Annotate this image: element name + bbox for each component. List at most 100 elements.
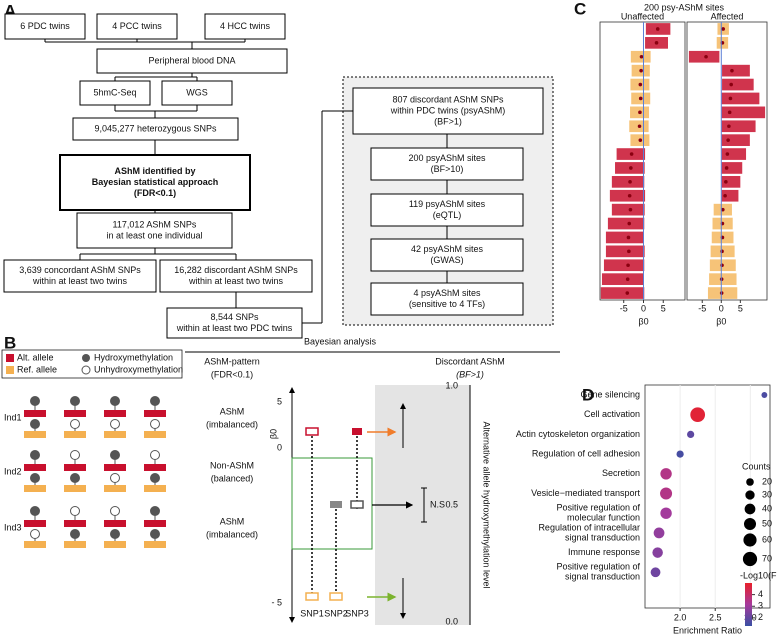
y-tick-label: Gene silencing <box>580 389 640 399</box>
ci-band <box>600 287 645 299</box>
ci-band <box>722 64 750 77</box>
hydroxy-mark <box>70 473 80 483</box>
ref-allele <box>104 485 126 492</box>
estimate-point <box>628 207 633 212</box>
hydroxy-mark <box>30 419 40 429</box>
box-text: (BF>1) <box>434 116 462 126</box>
hydroxy-mark <box>110 419 120 429</box>
estimate-point <box>638 138 643 142</box>
y-tick-label: Vesicle−mediated transport <box>531 488 640 498</box>
legend-swatch <box>6 354 14 362</box>
pattern-label: Non-AShM <box>210 460 254 470</box>
box-text: 200 psyAShM sites <box>408 153 486 163</box>
ci-band <box>611 176 645 188</box>
y-tick-label: Actin cytoskeleton organization <box>516 429 640 439</box>
snp-mark <box>305 592 319 601</box>
y-tick-label: Positive regulation of <box>556 503 640 513</box>
colorbar <box>745 583 752 626</box>
flow-box <box>96 13 178 40</box>
flow-box <box>76 212 233 249</box>
hydroxy-mark <box>30 450 40 460</box>
size-legend-dot <box>745 490 755 500</box>
legend-swatch <box>6 366 14 374</box>
column-header: (BF>1) <box>456 369 484 379</box>
x-tick-label: 0 <box>641 303 646 313</box>
estimate-point <box>654 41 659 45</box>
box-text: (FDR<0.1) <box>134 188 176 198</box>
estimate-point <box>727 110 732 115</box>
flow-box <box>204 13 286 40</box>
box-text: within at least two twins <box>188 276 284 286</box>
box-text: (eQTL) <box>433 210 462 220</box>
individual-label: Ind1 <box>4 412 22 422</box>
hydroxy-mark <box>110 396 120 406</box>
colorbar-label: 3 <box>758 601 763 611</box>
dot <box>687 430 695 439</box>
dot <box>761 392 768 398</box>
flow-box <box>370 147 524 181</box>
panel-label: B <box>4 333 16 352</box>
ci-band <box>611 203 645 216</box>
estimate-point <box>637 124 642 129</box>
size-legend-dot <box>743 517 757 531</box>
ref-allele <box>24 431 46 438</box>
box-text: (sensitive to 4 TFs) <box>409 299 485 309</box>
estimate-point <box>639 68 643 73</box>
colorbar-label: 4 <box>758 589 763 599</box>
axis-tick-label: 0.5 <box>445 499 458 509</box>
alt-allele <box>144 410 166 417</box>
estimate-point <box>626 235 631 240</box>
estimate-point <box>729 82 733 87</box>
hydroxy-mark <box>150 450 160 460</box>
ref-allele <box>144 431 166 438</box>
pattern-label: (imbalanced) <box>206 419 258 429</box>
flow-box <box>370 282 524 316</box>
section-title: Bayesian analysis <box>304 336 377 346</box>
column-header: AShM-pattern <box>204 356 260 366</box>
size-legend-dot <box>742 551 758 567</box>
size-legend-dot <box>743 533 757 547</box>
snp-mark <box>305 427 319 436</box>
estimate-point <box>728 96 733 101</box>
individual-label: Ind3 <box>4 522 22 532</box>
legend-title: -Log10(FDR) <box>740 570 777 580</box>
hydroxy-mark <box>150 529 160 539</box>
ci-band <box>603 259 645 272</box>
colorbar-label: 2 <box>758 612 763 622</box>
dot <box>660 468 672 480</box>
snp-label: SNP1 <box>300 608 324 618</box>
legend-label: Alt. allele <box>17 352 54 362</box>
snp-mark <box>329 592 343 601</box>
x-tick-label: 2.0 <box>674 612 687 622</box>
box-text: 4 PCC twins <box>112 21 162 31</box>
ns-label: N.S <box>430 499 445 509</box>
x-tick-label: 5 <box>738 303 743 313</box>
snp-label: SNP3 <box>345 608 369 618</box>
legend-swatch <box>82 354 90 362</box>
alt-allele <box>104 464 126 471</box>
ref-allele <box>104 431 126 438</box>
balanced-box <box>291 457 373 550</box>
dot <box>650 567 661 578</box>
flow-box <box>72 117 239 141</box>
ci-band <box>721 162 743 174</box>
snp-mark <box>352 428 362 435</box>
estimate-point <box>730 68 734 73</box>
ref-allele <box>64 541 86 548</box>
snp-mark <box>350 500 364 509</box>
x-tick-label: 0 <box>719 303 724 313</box>
legend-label: 30 <box>762 489 772 499</box>
hydroxy-mark <box>30 529 40 539</box>
estimate-point <box>625 277 630 281</box>
subplot-title: Unaffected <box>621 11 664 21</box>
hydroxy-mark <box>70 529 80 539</box>
ci-band <box>721 148 747 160</box>
box-text: Bayesian statistical approach <box>92 177 219 187</box>
flow-box <box>161 80 233 106</box>
legend-label: 60 <box>762 534 772 544</box>
ref-allele <box>64 431 86 438</box>
estimate-point <box>721 27 725 31</box>
size-legend-dot <box>744 503 756 515</box>
ci-band <box>601 273 644 285</box>
